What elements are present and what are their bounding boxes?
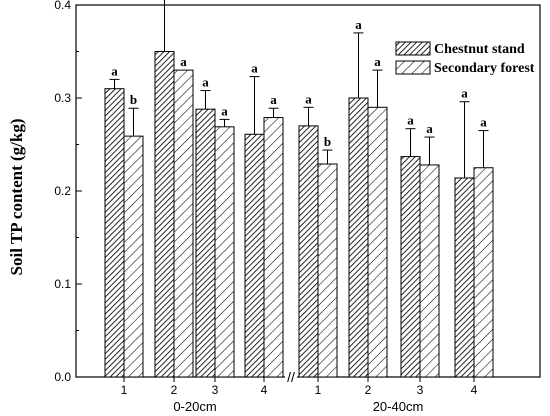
significance-letter: a <box>426 121 433 136</box>
x-tick-label: 4 <box>471 383 478 397</box>
bar <box>367 106 388 378</box>
significance-letter: a <box>180 54 187 69</box>
significance-letter: b <box>130 92 137 107</box>
significance-letter: a <box>374 54 381 69</box>
y-tick-label: 0.3 <box>54 91 71 105</box>
group-label: 20-40cm <box>373 399 424 414</box>
bar <box>400 156 421 378</box>
significance-letter: a <box>355 17 362 32</box>
significance-letter: a <box>221 103 228 118</box>
y-tick-label: 0.2 <box>54 184 71 198</box>
bar <box>123 135 144 378</box>
legend-label: Secondary forest <box>434 61 535 76</box>
x-tick-label: 2 <box>365 383 372 397</box>
bar <box>263 117 284 378</box>
group-label: 0-20cm <box>173 399 216 414</box>
bar <box>195 108 216 378</box>
axis-break-mark: // <box>287 369 295 385</box>
y-tick-label: 0.0 <box>54 370 71 384</box>
legend-swatch <box>395 60 431 75</box>
y-tick-label: 0.1 <box>54 277 71 291</box>
bar <box>154 51 175 378</box>
bar <box>104 88 125 378</box>
y-tick-label: 0.4 <box>54 0 71 12</box>
significance-letter: a <box>305 91 312 106</box>
bar <box>348 97 369 378</box>
axis-break-mask <box>285 371 297 383</box>
bar <box>298 125 319 378</box>
significance-letter: a <box>202 75 209 90</box>
bar <box>454 177 475 378</box>
plot-area: 0.00.10.20.30.4aaaaaaaabaaabaaa12341234/… <box>54 0 541 414</box>
significance-letter: a <box>270 92 277 107</box>
x-tick-label: 3 <box>417 383 424 397</box>
legend-swatch <box>395 41 431 56</box>
x-tick-label: 4 <box>261 383 268 397</box>
x-tick-label: 2 <box>171 383 178 397</box>
significance-letter: a <box>111 63 118 78</box>
significance-letter: a <box>480 115 487 130</box>
significance-letter: a <box>407 113 414 128</box>
significance-letter: a <box>461 86 468 101</box>
bar <box>419 164 440 378</box>
bar <box>244 133 265 378</box>
bar <box>317 163 338 378</box>
x-tick-label: 1 <box>315 383 322 397</box>
significance-letter: b <box>324 134 331 149</box>
bar <box>473 167 494 378</box>
x-tick-label: 3 <box>212 383 219 397</box>
x-tick-label: 1 <box>121 383 128 397</box>
y-axis-label: Soil TP content (g/kg) <box>7 119 26 276</box>
bar <box>214 126 235 378</box>
significance-letter: a <box>251 61 258 76</box>
bar <box>173 69 194 378</box>
legend-label: Chestnut stand <box>434 42 525 57</box>
